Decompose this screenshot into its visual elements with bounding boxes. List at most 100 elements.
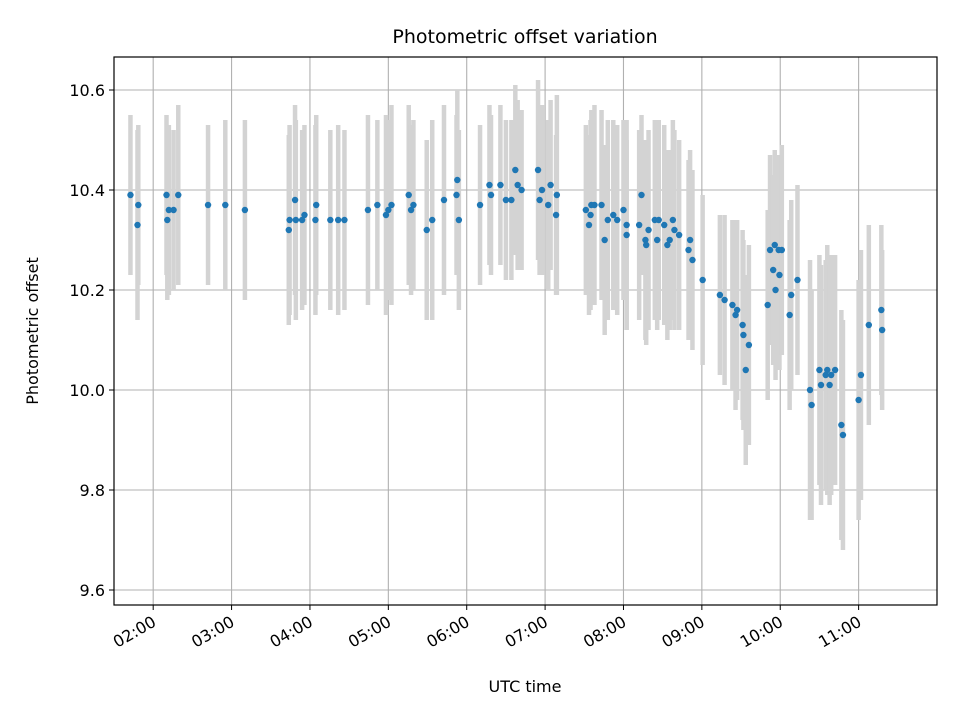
data-point xyxy=(405,191,412,199)
data-point xyxy=(497,181,504,189)
y-axis-ticks: 9.6 9.8 10.0 10.2 10.4 10.6 xyxy=(69,81,114,600)
data-point xyxy=(440,196,448,204)
data-point xyxy=(716,291,724,299)
grid xyxy=(114,57,937,605)
data-point xyxy=(135,201,142,209)
data-point xyxy=(385,206,392,214)
data-point xyxy=(429,216,436,224)
data-point xyxy=(585,221,593,229)
data-point xyxy=(865,321,873,329)
data-point xyxy=(614,216,621,224)
data-point xyxy=(878,306,885,314)
plot-frame xyxy=(113,56,938,606)
data-point xyxy=(545,201,552,209)
data-point xyxy=(291,196,299,204)
data-point xyxy=(664,241,671,249)
data-point xyxy=(514,181,521,189)
y-tick-label: 10.6 xyxy=(69,81,105,100)
data-point xyxy=(826,381,833,389)
data-point xyxy=(771,241,778,249)
data-point xyxy=(313,201,320,209)
data-point xyxy=(508,196,515,204)
data-point xyxy=(769,266,777,274)
data-point xyxy=(794,276,801,284)
data-point xyxy=(816,366,823,374)
data-point xyxy=(170,206,177,214)
data-point xyxy=(817,381,825,389)
data-point xyxy=(721,296,728,304)
y-tick-label: 10.4 xyxy=(69,181,105,200)
data-point xyxy=(742,366,749,374)
data-point xyxy=(839,431,847,439)
data-point xyxy=(286,216,293,224)
data-point xyxy=(766,246,774,254)
data-point xyxy=(204,201,212,209)
y-tick-label: 9.6 xyxy=(80,581,105,600)
data-point xyxy=(534,166,542,174)
data-point xyxy=(689,256,696,264)
data-point xyxy=(453,191,460,199)
data-point xyxy=(512,166,519,174)
data-point xyxy=(553,191,561,199)
data-point xyxy=(164,216,171,224)
data-point xyxy=(740,331,747,339)
data-point xyxy=(312,216,319,224)
data-point xyxy=(732,311,739,319)
data-point xyxy=(778,246,786,254)
data-point xyxy=(623,221,630,229)
data-point xyxy=(598,201,605,209)
data-point xyxy=(661,221,668,229)
data-point xyxy=(454,176,461,184)
data-point xyxy=(764,301,771,309)
data-point xyxy=(407,206,415,214)
data-point xyxy=(382,211,390,219)
data-point xyxy=(165,206,173,214)
data-point xyxy=(175,191,182,199)
data-point xyxy=(502,196,510,204)
data-point xyxy=(410,201,417,209)
data-point xyxy=(582,206,590,214)
y-tick-label: 9.8 xyxy=(80,481,105,500)
x-axis-title: UTC time xyxy=(489,677,562,696)
data-point xyxy=(601,236,608,244)
data-point xyxy=(772,286,779,294)
data-point xyxy=(786,311,793,319)
y-tick-label: 10.2 xyxy=(69,281,105,300)
data-point xyxy=(776,271,783,279)
data-point xyxy=(643,241,650,249)
data-point xyxy=(334,216,342,224)
data-point xyxy=(666,236,673,244)
data-point xyxy=(642,236,649,244)
data-point xyxy=(739,321,746,329)
data-point xyxy=(857,371,865,379)
data-point xyxy=(824,366,831,374)
data-point xyxy=(591,201,598,209)
data-point xyxy=(623,231,630,239)
data-point xyxy=(671,226,678,234)
data-point xyxy=(536,196,543,204)
data-point xyxy=(699,276,706,284)
data-point xyxy=(620,206,627,214)
data-point xyxy=(827,371,835,379)
chart-title: Photometric offset variation xyxy=(392,26,657,48)
data-point xyxy=(806,386,814,394)
y-axis-title: Photometric offset xyxy=(23,257,42,405)
data-point xyxy=(686,236,694,244)
data-point xyxy=(855,396,862,404)
data-point xyxy=(587,211,594,219)
data-point xyxy=(733,306,741,314)
data-point xyxy=(423,226,430,234)
data-point xyxy=(301,211,308,219)
data-point xyxy=(635,221,643,229)
data-point xyxy=(476,201,484,209)
data-point xyxy=(127,191,134,199)
data-point xyxy=(285,226,292,234)
data-point xyxy=(292,216,300,224)
data-points xyxy=(127,166,886,439)
data-point xyxy=(838,421,845,429)
data-point xyxy=(653,236,661,244)
data-point xyxy=(518,186,525,194)
data-point xyxy=(327,216,334,224)
